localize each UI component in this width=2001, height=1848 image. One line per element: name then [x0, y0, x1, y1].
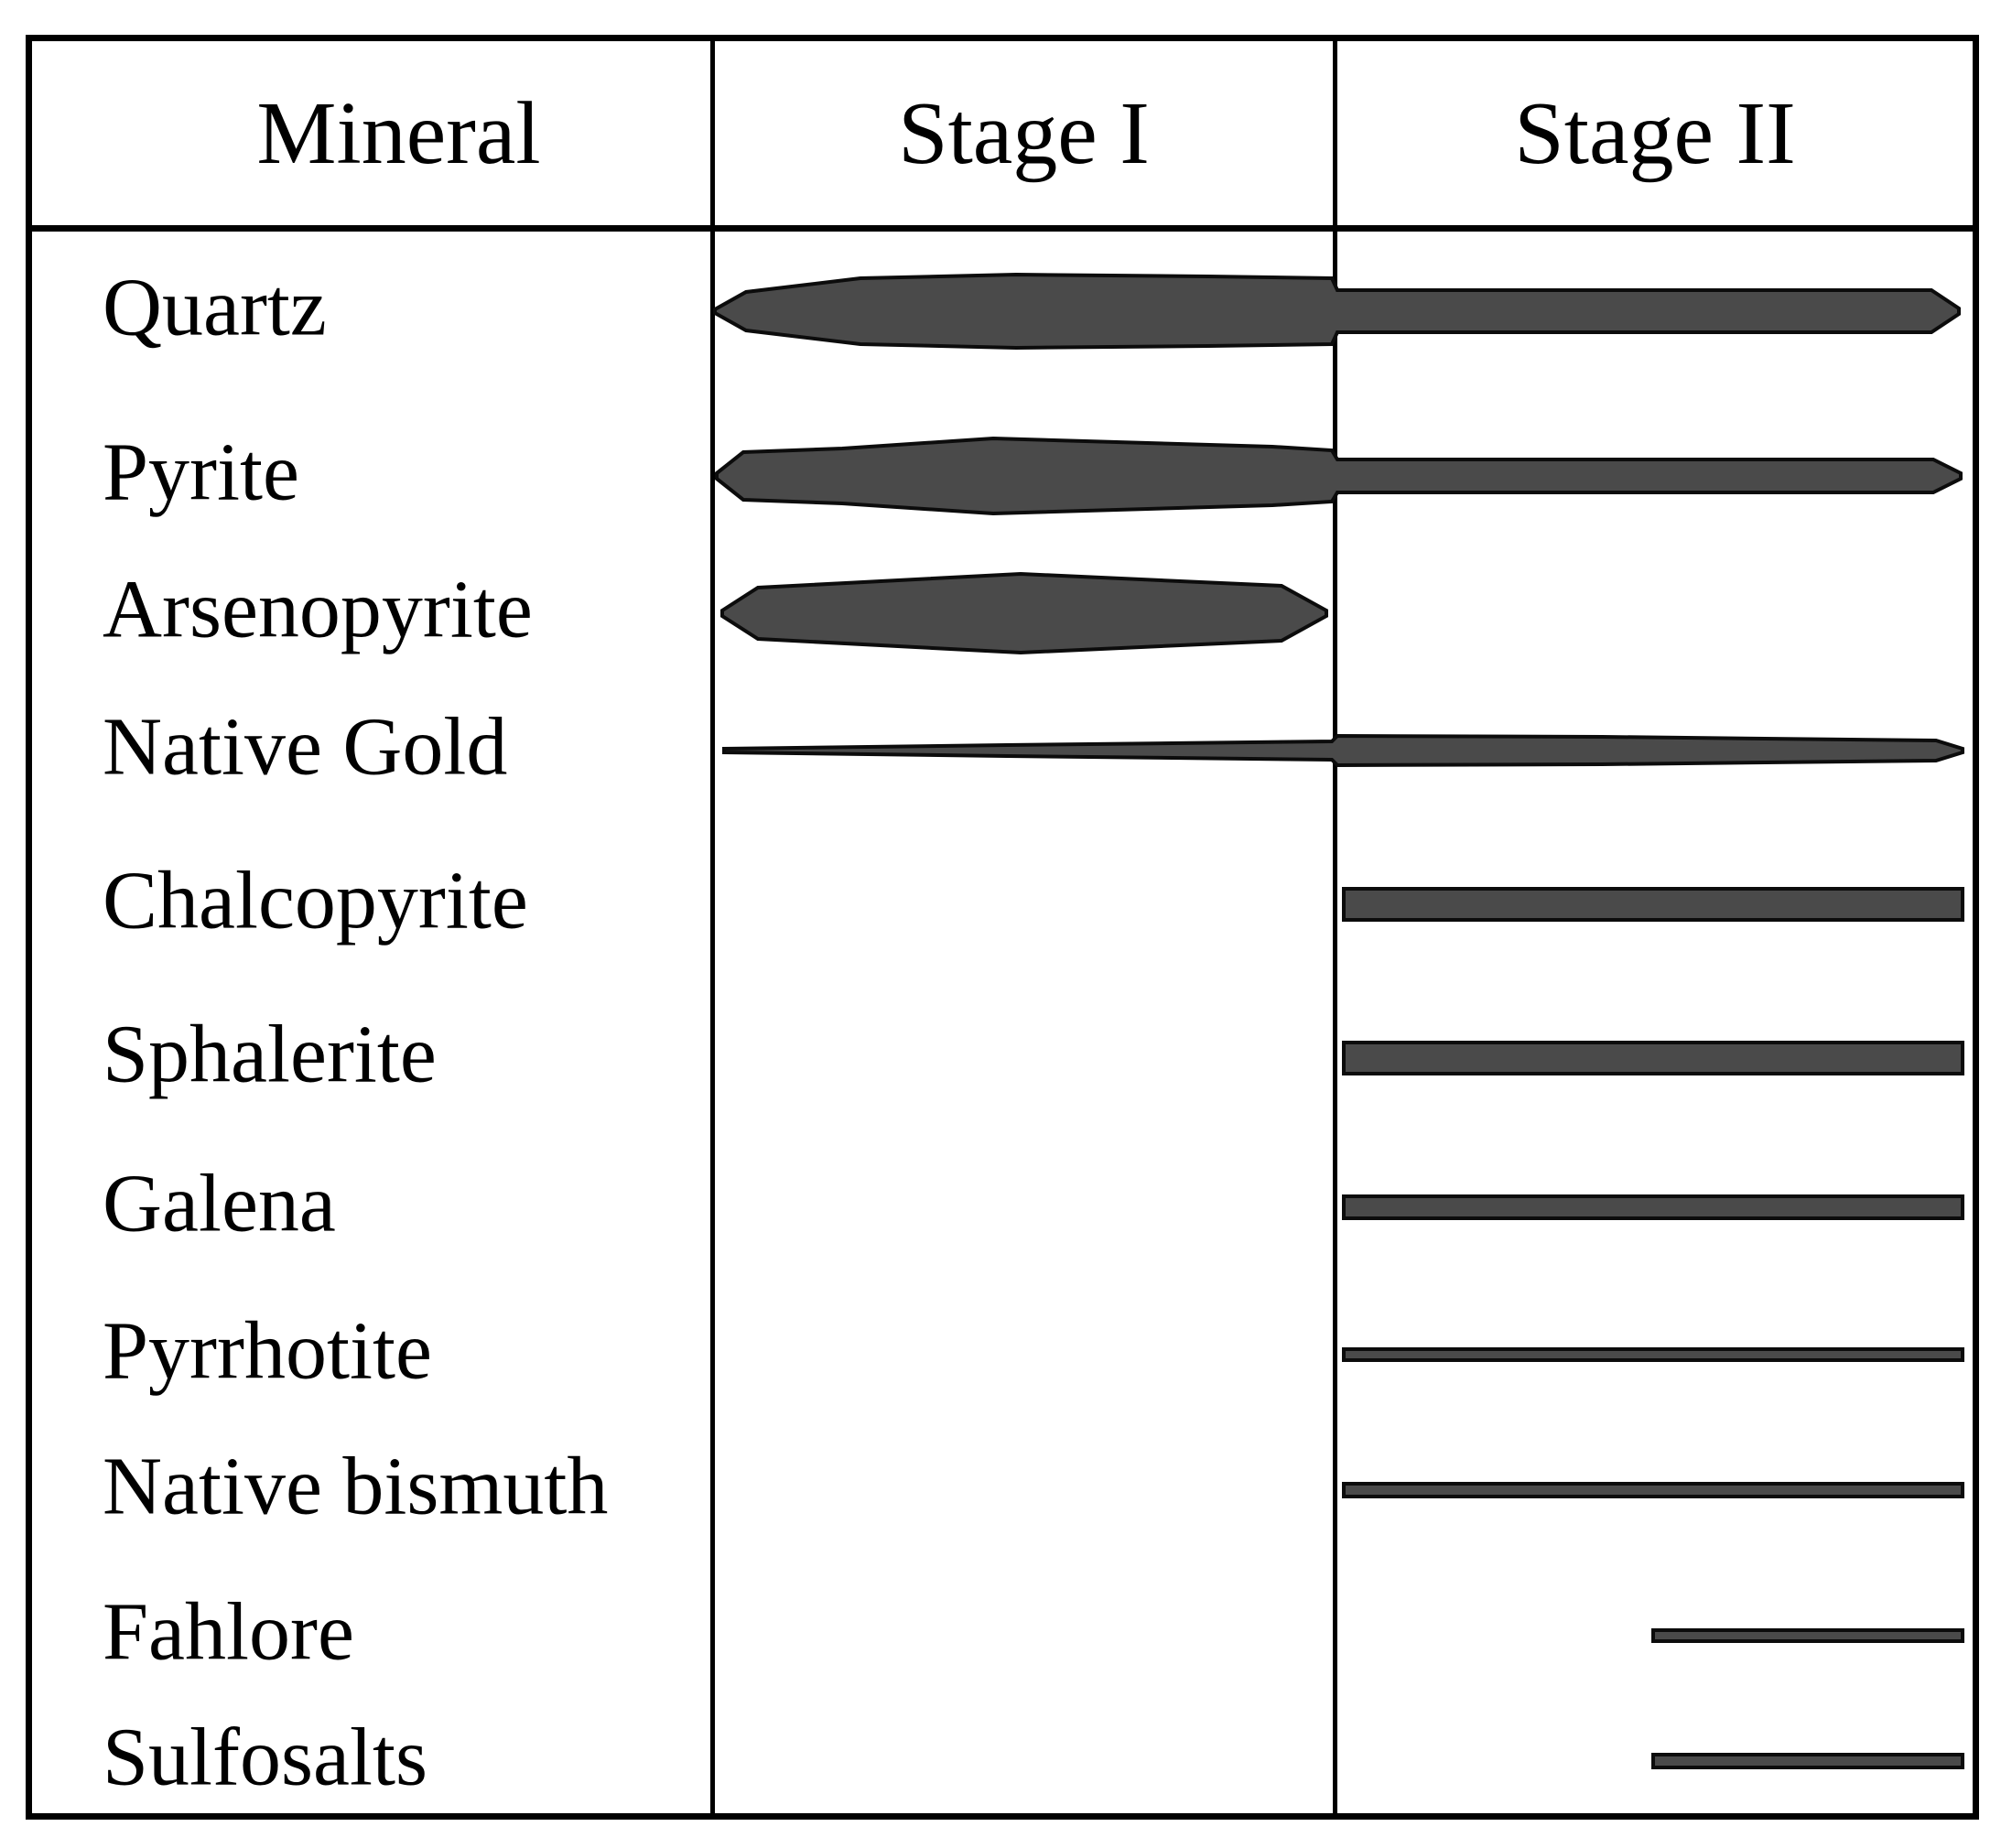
column-header-mineral: Mineral — [256, 83, 541, 183]
mineral-label-pyrite: Pyrite — [103, 427, 299, 518]
mineral-label-pyrrhotite: Pyrrhotite — [103, 1305, 432, 1397]
abundance-bar-fahlore — [1651, 1628, 1964, 1643]
header-underline — [26, 225, 1979, 232]
mineral-label-galena: Galena — [103, 1158, 336, 1249]
mineral-label-sulfosalts: Sulfosalts — [103, 1712, 428, 1803]
column-header-stage-1: Stage I — [898, 83, 1150, 183]
abundance-bar-arsenopyrite — [720, 571, 1328, 655]
column-divider-mineral-stage1 — [710, 35, 715, 1820]
abundance-bar-sulfosalts — [1651, 1753, 1964, 1769]
mineral-label-arsenopyrite: Arsenopyrite — [103, 564, 533, 655]
mineral-label-sphalerite: Sphalerite — [103, 1009, 437, 1100]
abundance-bar-sphalerite — [1342, 1041, 1964, 1075]
abundance-bar-chalcopyrite — [1342, 887, 1964, 922]
abundance-bar-native-bismuth — [1342, 1482, 1964, 1498]
mineral-label-chalcopyrite: Chalcopyrite — [103, 855, 528, 946]
mineral-label-native-gold: Native Gold — [103, 701, 508, 793]
abundance-bar-galena — [1342, 1194, 1964, 1220]
mineral-label-fahlore: Fahlore — [103, 1586, 354, 1678]
abundance-bar-pyrrhotite — [1342, 1347, 1964, 1362]
abundance-bar-native-gold — [722, 733, 1964, 768]
abundance-bar-pyrite — [715, 436, 1963, 516]
column-divider-stage1-stage2 — [1333, 35, 1337, 1820]
mineral-label-quartz: Quartz — [103, 262, 327, 353]
mineral-label-native-bismuth: Native bismuth — [103, 1441, 609, 1532]
column-header-stage-2: Stage II — [1514, 83, 1796, 183]
abundance-bar-quartz — [713, 272, 1961, 351]
